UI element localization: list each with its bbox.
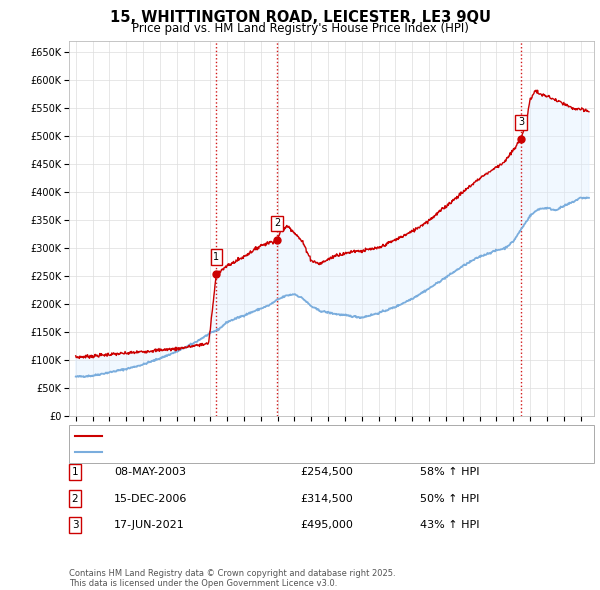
Text: 58% ↑ HPI: 58% ↑ HPI	[420, 467, 479, 477]
Text: 50% ↑ HPI: 50% ↑ HPI	[420, 494, 479, 503]
Text: £314,500: £314,500	[300, 494, 353, 503]
Text: 17-JUN-2021: 17-JUN-2021	[114, 520, 185, 530]
Text: 15-DEC-2006: 15-DEC-2006	[114, 494, 187, 503]
Text: 2: 2	[274, 218, 280, 228]
Text: £495,000: £495,000	[300, 520, 353, 530]
Text: 1: 1	[71, 467, 79, 477]
Text: 15, WHITTINGTON ROAD, LEICESTER, LE3 9QU (detached house): 15, WHITTINGTON ROAD, LEICESTER, LE3 9QU…	[108, 431, 424, 441]
Text: 08-MAY-2003: 08-MAY-2003	[114, 467, 186, 477]
Text: 15, WHITTINGTON ROAD, LEICESTER, LE3 9QU: 15, WHITTINGTON ROAD, LEICESTER, LE3 9QU	[110, 10, 491, 25]
Text: £254,500: £254,500	[300, 467, 353, 477]
Text: 3: 3	[518, 117, 524, 127]
Text: Price paid vs. HM Land Registry's House Price Index (HPI): Price paid vs. HM Land Registry's House …	[131, 22, 469, 35]
Text: 3: 3	[71, 520, 79, 530]
Text: 43% ↑ HPI: 43% ↑ HPI	[420, 520, 479, 530]
Text: Contains HM Land Registry data © Crown copyright and database right 2025.
This d: Contains HM Land Registry data © Crown c…	[69, 569, 395, 588]
Text: HPI: Average price, detached house, Leicester: HPI: Average price, detached house, Leic…	[108, 447, 334, 457]
Text: 1: 1	[214, 252, 220, 262]
Text: 2: 2	[71, 494, 79, 503]
